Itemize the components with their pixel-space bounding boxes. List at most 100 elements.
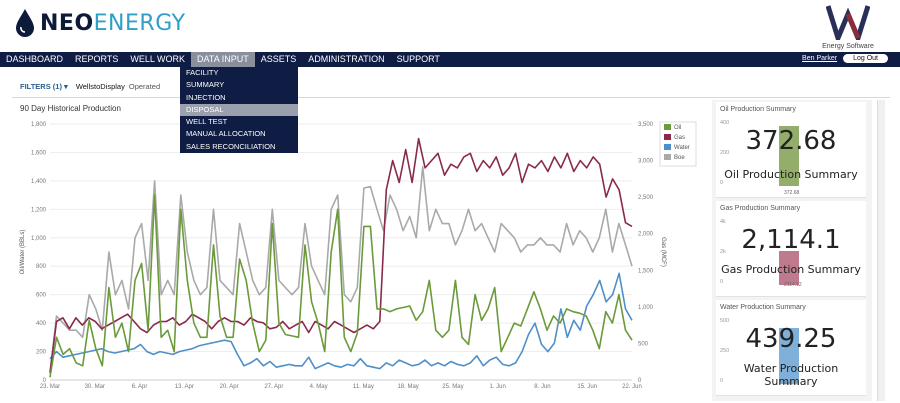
nav-well-work[interactable]: WELL WORK (130, 54, 186, 64)
water-summary-card: Water Production Summary 500 250 0 439.2… (716, 300, 866, 396)
oil-drop-icon (16, 9, 34, 37)
x-tick-label: 15. Jun (577, 384, 597, 390)
neoenergy-logo[interactable]: NEOENERGY (14, 8, 186, 38)
series-line-oil (49, 194, 633, 378)
production-chart[interactable]: 0 200 400 600 800 1,000 1,200 1,400 1,600 1,800 0 5… (14, 100, 704, 398)
x-tick-label: 23. Mar (40, 384, 60, 390)
y-left-tick-label: 1,600 (31, 150, 47, 156)
menu-item-manual-allocation[interactable]: MANUAL ALLOCATION (186, 129, 266, 139)
operated-filter[interactable]: Operated (128, 82, 161, 91)
oil-summary-title: Oil Production Summary (720, 106, 796, 113)
filters-toggle[interactable]: FILTERS (1) ▾ (20, 82, 68, 91)
water-gauge-axis-mid: 250 (720, 348, 730, 354)
legend-label-water: Water (674, 145, 690, 151)
page-scrollbar[interactable] (877, 100, 885, 401)
x-tick-label: 4. May (310, 384, 328, 390)
x-tick-label: 20. Apr (220, 384, 239, 390)
nav-assets[interactable]: ASSETS (260, 54, 297, 64)
water-gauge-bar (779, 327, 799, 384)
production-chart-panel: 90 Day Historical Production 0 200 400 600 8… (14, 100, 704, 398)
y-right-tick-label: 2,500 (638, 195, 654, 201)
x-tick-label: 25. May (442, 384, 463, 390)
x-tick-label: 27. Apr (264, 384, 283, 390)
data-input-dropdown: FACILITY SUMMARY INJECTION DISPOSAL WELL… (180, 67, 298, 154)
y-left-tick-label: 1,200 (31, 207, 47, 213)
wells-to-display-filter[interactable]: WellstoDisplay (75, 82, 125, 91)
user-link[interactable]: Ben Parker (802, 55, 838, 62)
x-tick-label: 11. May (353, 384, 374, 390)
oil-summary-value: 372.68 (745, 126, 837, 156)
caret-down-icon: ▾ (64, 82, 68, 91)
nav-dashboard[interactable]: DASHBOARD (6, 54, 64, 64)
y-left-tick-label: 1,400 (31, 179, 47, 185)
y-left-tick-label: 800 (36, 264, 47, 270)
nav-data-input[interactable]: DATA INPUT (191, 52, 255, 67)
brand-name: NEOENERGY (40, 10, 186, 36)
y-left-tick-label: 400 (36, 321, 47, 327)
w-logo-icon (825, 5, 871, 46)
gas-summary-small-value: 2114.12 (784, 282, 802, 288)
legend-label-boe: Boe (674, 155, 685, 161)
y-right-tick-label: 1,500 (638, 268, 654, 274)
y-right-tick-label: 1,000 (638, 305, 654, 311)
divider (12, 97, 890, 98)
menu-item-well-test[interactable]: WELL TEST (186, 117, 228, 127)
menu-item-injection[interactable]: INJECTION (186, 92, 226, 102)
oil-gauge-axis-max: 400 (720, 120, 730, 126)
oil-gauge-axis-min: 0 (720, 180, 724, 186)
nav-reports[interactable]: REPORTS (75, 54, 119, 64)
water-summary-small-value: 439.25 (784, 381, 800, 387)
gas-summary-title: Gas Production Summary (720, 205, 801, 212)
oil-gauge-bar (779, 126, 799, 186)
menu-item-sales-reconciliation[interactable]: SALES RECONCILIATION (186, 141, 276, 151)
series-line-boe (49, 165, 633, 373)
legend-label-gas: Gas (674, 135, 685, 141)
menu-item-disposal[interactable]: DISPOSAL (180, 103, 298, 117)
logout-button[interactable]: Log Out (843, 54, 888, 63)
x-tick-label: 8. Jun (534, 384, 550, 390)
app-header: NEOENERGY Energy Software (0, 0, 900, 52)
nav-administration[interactable]: ADMINISTRATION (308, 54, 385, 64)
y-right-tick-label: 2,000 (638, 232, 654, 238)
y-right-tick-label: 3,000 (638, 159, 654, 165)
main-nav: DASHBOARD REPORTS WELL WORK DATA INPUT A… (0, 52, 900, 67)
menu-item-summary[interactable]: SUMMARY (186, 80, 225, 90)
y-left-tick-label: 200 (36, 350, 47, 356)
series-line-water (49, 272, 633, 370)
gas-gauge-axis-min: 0 (720, 279, 724, 285)
y-right-tick-label: 3,500 (638, 122, 654, 128)
oil-summary-card: Oil Production Summary 400 200 0 372.68 … (716, 102, 866, 198)
y-left-tick-label: 1,000 (31, 236, 47, 242)
nav-support[interactable]: SUPPORT (396, 54, 440, 64)
legend-swatch-boe (664, 154, 671, 160)
y-left-tick-label: 0 (43, 378, 47, 384)
y-right-axis-label: Gas (MCF) (660, 237, 666, 267)
user-area: Ben Parker Log Out (802, 54, 888, 63)
oil-gauge-axis-mid: 200 (720, 150, 730, 156)
x-tick-label: 1. Jun (490, 384, 506, 390)
filters-bar: FILTERS (1) ▾ WellstoDisplay Operated (20, 82, 160, 91)
x-tick-label: 22. Jun (622, 384, 642, 390)
y-left-tick-label: 600 (36, 293, 47, 299)
y-right-tick-label: 500 (638, 341, 649, 347)
x-tick-label: 6. Apr (132, 384, 148, 390)
legend-swatch-oil (664, 124, 671, 130)
legend-label-oil: Oil (674, 125, 681, 131)
x-tick-label: 18. May (397, 384, 418, 390)
water-summary-title: Water Production Summary (720, 304, 806, 311)
series-line-gas (49, 137, 633, 373)
gas-summary-card: Gas Production Summary 4k 2k 0 2,114.1 G… (716, 201, 866, 297)
menu-item-facility[interactable]: FACILITY (186, 68, 219, 77)
y-left-tick-label: 1,800 (31, 122, 47, 128)
water-gauge-axis-min: 0 (720, 378, 724, 384)
gas-gauge-axis-mid: 2k (720, 249, 726, 255)
chart-title: 90 Day Historical Production (20, 104, 121, 113)
y-right-tick-label: 0 (638, 378, 642, 384)
water-gauge-axis-max: 500 (720, 318, 730, 324)
x-tick-label: 30. Mar (85, 384, 105, 390)
x-tick-label: 13. Apr (175, 384, 194, 390)
partner-logo-tag: Energy Software (822, 43, 874, 50)
gas-gauge-axis-max: 4k (720, 219, 726, 225)
summary-sidebar: Oil Production Summary 400 200 0 372.68 … (712, 100, 872, 401)
gas-summary-value: 2,114.1 (741, 225, 841, 255)
